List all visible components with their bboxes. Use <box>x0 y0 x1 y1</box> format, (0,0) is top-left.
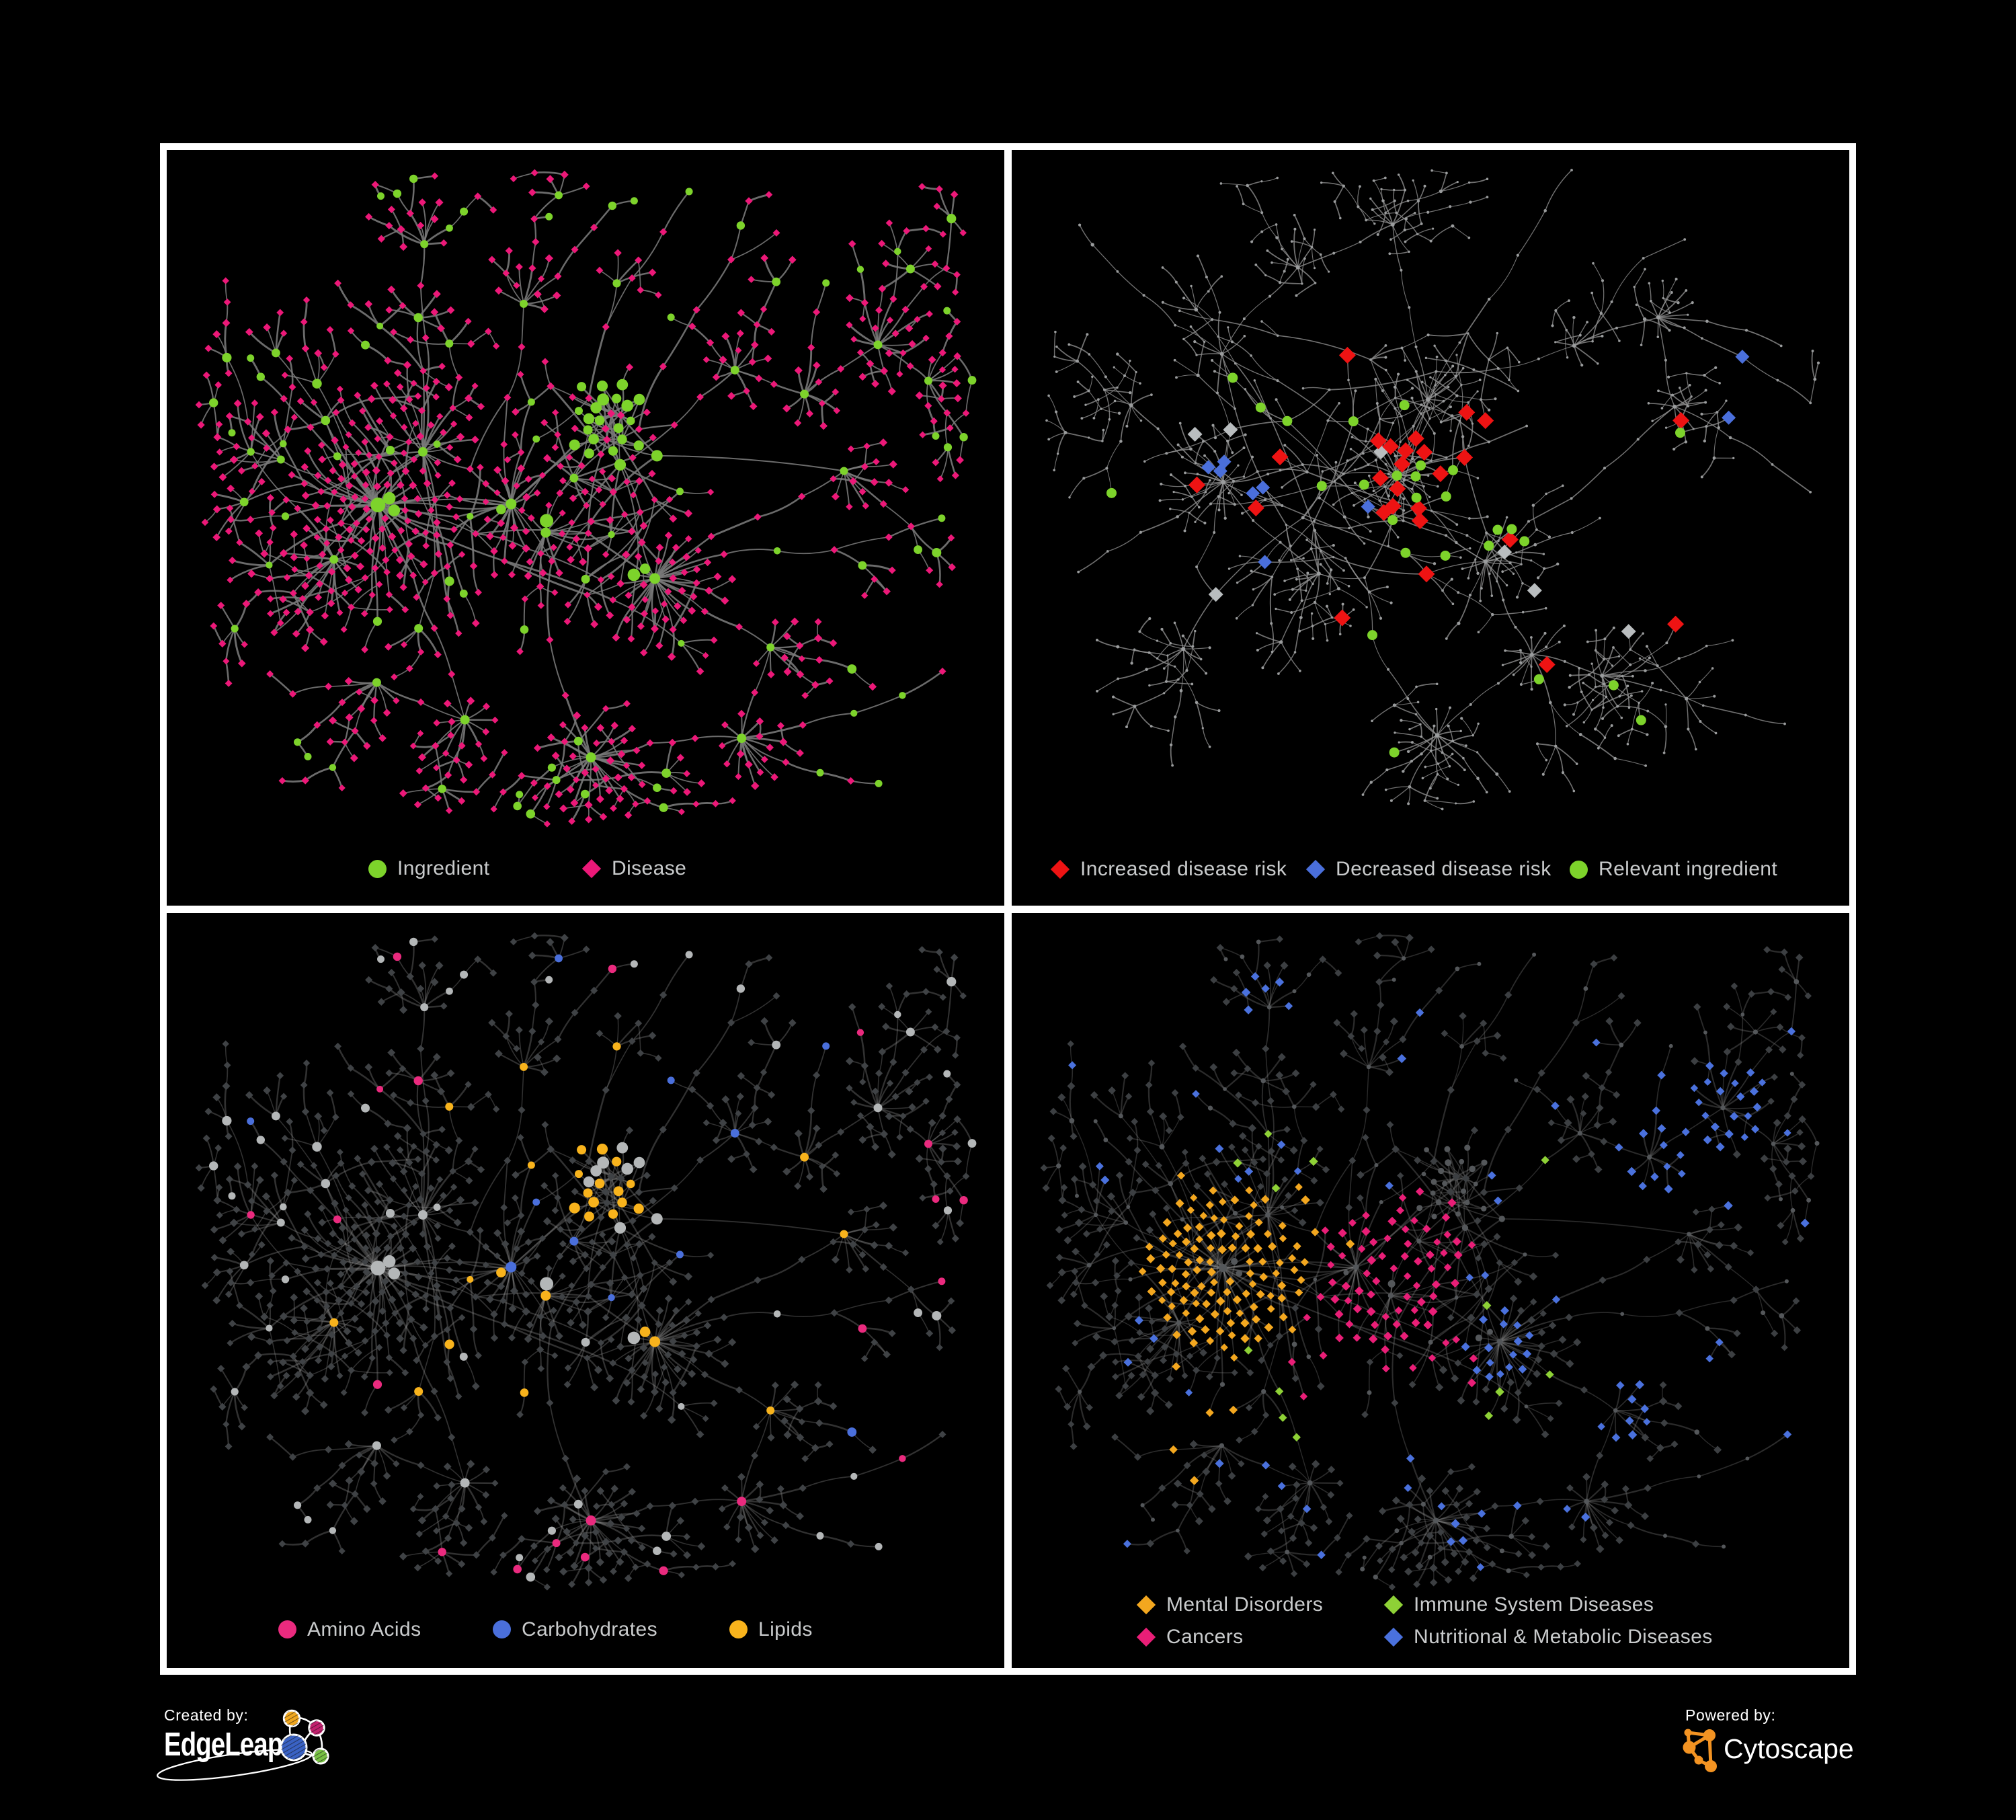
legend-label: Mental Disorders <box>1166 1593 1324 1616</box>
legend-item-increased-risk: Increased disease risk <box>1050 857 1287 881</box>
decreased-risk-swatch-icon <box>1305 859 1326 879</box>
edgeleap-logo <box>156 1709 329 1781</box>
legend-item-carbohydrates: Carbohydrates <box>493 1618 657 1642</box>
network-ingredient-classes[interactable] <box>167 913 1004 1669</box>
created-by-block: Created by: EdgeLeap <box>151 1706 353 1814</box>
legend-label: Cancers <box>1166 1625 1244 1648</box>
edgeleap-glyph-scribble <box>281 1710 328 1764</box>
legend-item-nutritional-metabolic-diseases: Nutritional & Metabolic Diseases <box>1383 1625 1713 1649</box>
cytoscape-wordmark: Cytoscape <box>1724 1733 1854 1764</box>
increased-risk-swatch-icon <box>1050 859 1070 879</box>
lipids-swatch-icon <box>729 1620 748 1638</box>
legend-label: Ingredient <box>397 857 490 879</box>
panel-disease-classes: Mental Disorders Immune System Diseases … <box>1012 912 1849 1669</box>
legend-label: Decreased disease risk <box>1336 858 1551 880</box>
panel-ingredient-classes: Amino Acids Carbohydrates Lipids <box>167 912 1004 1669</box>
legend-label: Disease <box>612 857 687 879</box>
carbohydrates-swatch-icon <box>493 1620 511 1638</box>
legend-label: Amino Acids <box>307 1618 421 1640</box>
amino-acids-swatch-icon <box>278 1620 296 1638</box>
panel-ingredient-disease: Ingredient Disease <box>167 150 1004 906</box>
panels-board: Ingredient Disease Increased disease ris… <box>160 143 1856 1675</box>
legend-label: Lipids <box>758 1618 813 1640</box>
legend-item-cancers: Cancers <box>1136 1625 1244 1649</box>
legend-item-ingredient: Ingredient <box>368 857 489 881</box>
legend-item-mental-disorders: Mental Disorders <box>1136 1593 1324 1617</box>
network-ingredient-disease[interactable] <box>167 150 1004 906</box>
cytoscape-glyph <box>1683 1729 1717 1772</box>
network-disease-classes[interactable] <box>1012 913 1849 1669</box>
legend-item-amino-acids: Amino Acids <box>278 1618 421 1642</box>
relevant-ingredient-swatch-icon <box>1570 860 1588 879</box>
legend-item-decreased-risk: Decreased disease risk <box>1305 857 1551 881</box>
cancers-swatch-icon <box>1136 1627 1156 1647</box>
network-disease-risk[interactable] <box>1012 150 1849 906</box>
mental-disorders-swatch-icon <box>1136 1595 1156 1614</box>
legend-label: Nutritional & Metabolic Diseases <box>1414 1625 1713 1648</box>
legend-item-immune-system-diseases: Immune System Diseases <box>1383 1593 1654 1617</box>
legend-item-lipids: Lipids <box>729 1618 813 1642</box>
legend-label: Relevant ingredient <box>1599 858 1778 880</box>
ingredient-swatch-icon <box>368 859 387 878</box>
powered-by-block: Powered by: Cytoscape <box>1681 1706 1923 1787</box>
powered-by-label: Powered by: <box>1685 1706 1776 1724</box>
immune-system-diseases-swatch-icon <box>1383 1595 1404 1614</box>
legend-label: Increased disease risk <box>1080 858 1287 880</box>
cytoscape-logo: Cytoscape <box>1683 1729 1854 1772</box>
created-by-label: Created by: <box>164 1706 249 1724</box>
legend-label: Immune System Diseases <box>1414 1593 1654 1616</box>
legend-label: Carbohydrates <box>522 1618 657 1640</box>
edgeleap-wordmark: EdgeLeap <box>164 1727 283 1763</box>
legend-item-disease: Disease <box>581 857 687 881</box>
nutritional-metabolic-diseases-swatch-icon <box>1383 1627 1404 1647</box>
legend-item-relevant-ingredient: Relevant ingredient <box>1570 857 1777 881</box>
panel-disease-risk: Increased disease risk Decreased disease… <box>1012 150 1849 906</box>
disease-swatch-icon <box>581 859 602 879</box>
